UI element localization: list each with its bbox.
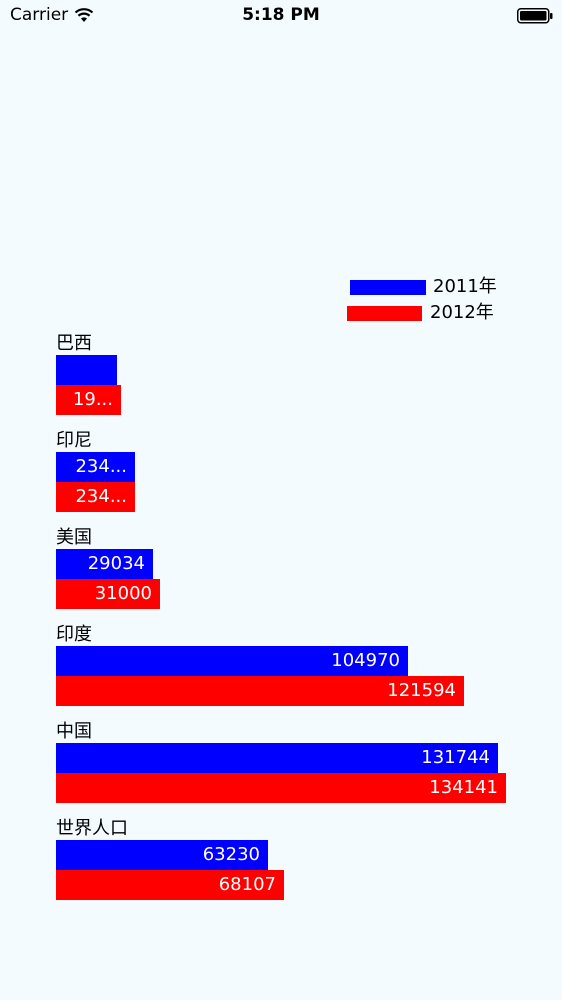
bar-series-2011: [56, 840, 268, 870]
legend-swatch-0: [350, 280, 426, 295]
category-label: 世界人口: [56, 818, 128, 839]
bar-value-label: 68107: [218, 874, 276, 895]
bar-value-label: 31000: [94, 583, 152, 604]
legend-swatch-1: [347, 306, 422, 321]
bar-series-2012: [56, 482, 135, 512]
bar-series-2011: [56, 549, 153, 579]
category-label: 美国: [56, 527, 92, 548]
category-label: 中国: [56, 721, 92, 742]
bar-value-label: 131744: [421, 747, 490, 768]
bar-value-label: 134141: [429, 777, 498, 798]
bar-value-label: 121594: [387, 680, 456, 701]
bar-series-2011: [56, 452, 135, 482]
category-label: 巴西: [56, 333, 92, 354]
bar-series-2012: [56, 773, 506, 803]
bar-series-2011: [56, 743, 498, 773]
bar-value-label: 19...: [72, 389, 113, 410]
bar-series-2012: [56, 676, 464, 706]
legend-label-0: 2011年: [433, 276, 497, 297]
carrier-label: Carrier: [10, 5, 69, 25]
bar-series-2011: [56, 355, 117, 385]
bar-series-2011: [56, 646, 408, 676]
legend-label-1: 2012年: [430, 302, 494, 323]
bar-value-label: 234...: [75, 486, 127, 507]
bar-value-label: 29034: [87, 553, 145, 574]
category-label: 印度: [56, 624, 92, 645]
category-label: 印尼: [56, 430, 92, 451]
bar-series-2012: [56, 579, 160, 609]
bar-series-2012: [56, 870, 284, 900]
bar-series-2012: [56, 385, 121, 415]
bar-value-label: 234...: [75, 456, 127, 477]
status-bar: Carrier 5:18 PM: [0, 0, 562, 32]
status-time: 5:18 PM: [242, 5, 320, 25]
bar-value-label: 104970: [331, 650, 400, 671]
battery-icon: [517, 8, 553, 24]
bar-value-label: 63230: [202, 844, 260, 865]
wifi-icon: [74, 8, 94, 22]
